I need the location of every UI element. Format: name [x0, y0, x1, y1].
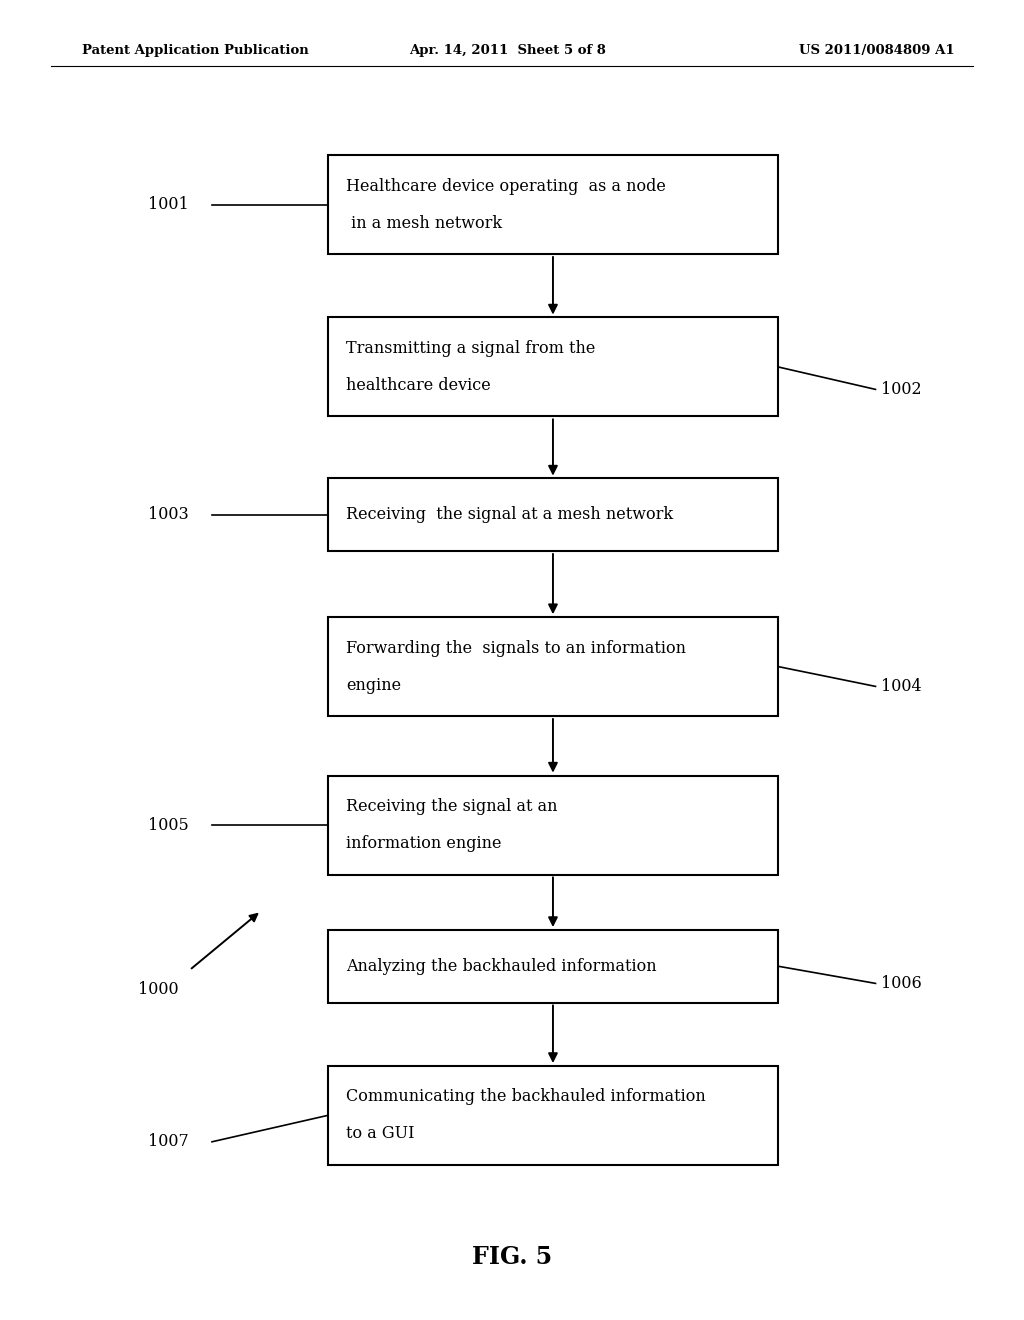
Text: 1000: 1000 [138, 982, 179, 998]
Text: 1005: 1005 [148, 817, 189, 833]
Text: Receiving the signal at an: Receiving the signal at an [346, 799, 558, 814]
Text: Transmitting a signal from the: Transmitting a signal from the [346, 341, 596, 356]
Text: healthcare device: healthcare device [346, 378, 490, 393]
Bar [328, 154, 778, 253]
Text: 1001: 1001 [148, 197, 189, 213]
Text: in a mesh network: in a mesh network [346, 215, 502, 231]
Text: engine: engine [346, 677, 401, 693]
Text: 1007: 1007 [148, 1134, 189, 1150]
Text: Communicating the backhauled information: Communicating the backhauled information [346, 1089, 706, 1105]
Text: 1006: 1006 [881, 975, 922, 991]
Text: 1002: 1002 [881, 381, 922, 397]
Text: Apr. 14, 2011  Sheet 5 of 8: Apr. 14, 2011 Sheet 5 of 8 [410, 44, 606, 57]
Text: Patent Application Publication: Patent Application Publication [82, 44, 308, 57]
Text: Forwarding the  signals to an information: Forwarding the signals to an information [346, 640, 686, 656]
Text: FIG. 5: FIG. 5 [472, 1245, 552, 1269]
Text: Receiving  the signal at a mesh network: Receiving the signal at a mesh network [346, 507, 673, 523]
Text: information engine: information engine [346, 836, 502, 851]
Bar [328, 318, 778, 417]
Text: to a GUI: to a GUI [346, 1126, 415, 1142]
Bar [328, 479, 778, 552]
Text: Healthcare device operating  as a node: Healthcare device operating as a node [346, 178, 666, 194]
Text: US 2011/0084809 A1: US 2011/0084809 A1 [799, 44, 954, 57]
Bar [328, 775, 778, 874]
Bar [328, 929, 778, 1003]
Text: 1003: 1003 [148, 507, 189, 523]
Bar [328, 1067, 778, 1166]
Text: 1004: 1004 [881, 678, 922, 694]
Bar [328, 618, 778, 715]
Text: Analyzing the backhauled information: Analyzing the backhauled information [346, 958, 656, 974]
